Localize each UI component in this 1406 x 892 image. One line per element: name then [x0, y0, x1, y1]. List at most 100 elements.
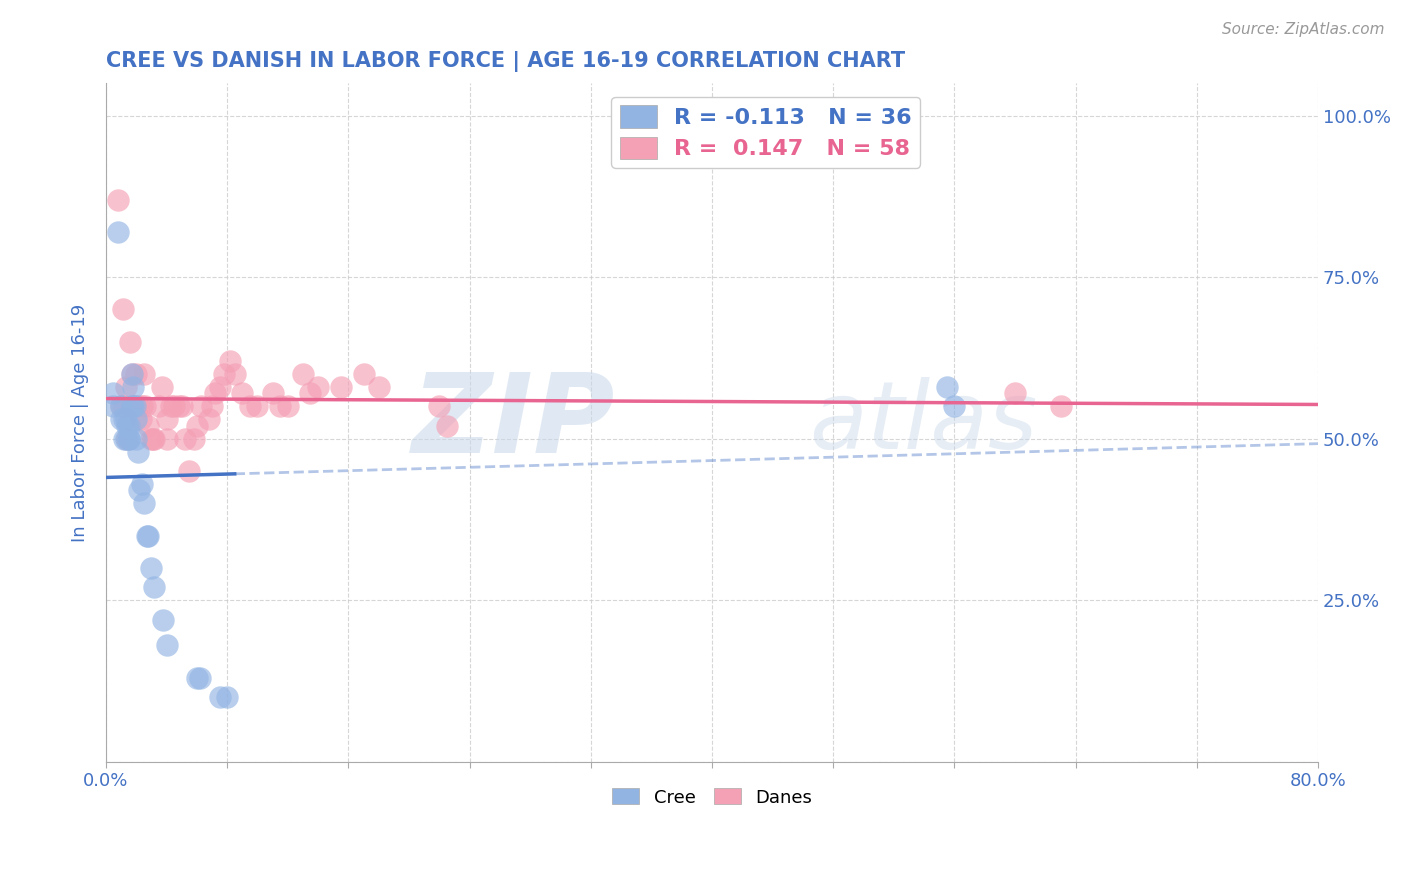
Point — [115, 418, 138, 433]
Point — [367, 380, 389, 394]
Point — [115, 432, 138, 446]
Point — [107, 193, 129, 207]
Point — [138, 418, 160, 433]
Text: atlas: atlas — [808, 377, 1038, 468]
Point — [299, 386, 322, 401]
Point — [112, 412, 135, 426]
Point — [125, 400, 148, 414]
Point — [155, 412, 177, 426]
Point — [262, 386, 284, 401]
Text: ZIP: ZIP — [412, 369, 614, 476]
Point — [117, 418, 139, 433]
Point — [131, 400, 153, 414]
Point — [122, 380, 145, 394]
Point — [122, 400, 145, 414]
Point — [219, 354, 242, 368]
Point — [112, 432, 135, 446]
Point — [107, 225, 129, 239]
Point — [155, 432, 177, 446]
Text: Source: ZipAtlas.com: Source: ZipAtlas.com — [1222, 22, 1385, 37]
Point — [143, 580, 166, 594]
Point — [135, 528, 157, 542]
Point — [121, 400, 143, 414]
Point — [125, 432, 148, 446]
Point — [353, 367, 375, 381]
Point — [122, 400, 145, 414]
Point — [436, 418, 458, 433]
Point — [427, 400, 450, 414]
Point — [167, 400, 190, 414]
Text: CREE VS DANISH IN LABOR FORCE | AGE 16-19 CORRELATION CHART: CREE VS DANISH IN LABOR FORCE | AGE 16-1… — [105, 51, 905, 71]
Point — [128, 483, 150, 498]
Point — [124, 400, 146, 414]
Point — [212, 367, 235, 381]
Point — [112, 400, 135, 414]
Point — [114, 412, 136, 426]
Point — [103, 386, 125, 401]
Point — [128, 400, 150, 414]
Point — [117, 412, 139, 426]
Point — [173, 432, 195, 446]
Point — [117, 432, 139, 446]
Point — [329, 380, 352, 394]
Point — [110, 412, 132, 426]
Point — [125, 412, 148, 426]
Point — [291, 367, 314, 381]
Point — [121, 367, 143, 381]
Point — [201, 400, 224, 414]
Y-axis label: In Labor Force | Age 16-19: In Labor Force | Age 16-19 — [72, 303, 89, 541]
Point — [1004, 386, 1026, 401]
Point — [935, 380, 957, 394]
Point — [125, 367, 148, 381]
Point — [127, 444, 149, 458]
Point — [132, 367, 155, 381]
Point — [142, 432, 165, 446]
Point — [163, 400, 186, 414]
Point — [114, 432, 136, 446]
Point — [186, 671, 208, 685]
Legend: Cree, Danes: Cree, Danes — [605, 781, 820, 814]
Point — [143, 432, 166, 446]
Point — [179, 464, 201, 478]
Point — [186, 418, 208, 433]
Point — [117, 432, 139, 446]
Point — [120, 334, 142, 349]
Point — [155, 639, 177, 653]
Point — [943, 400, 966, 414]
Point — [188, 671, 211, 685]
Point — [246, 400, 269, 414]
Point — [170, 400, 193, 414]
Point — [307, 380, 329, 394]
Point — [141, 561, 163, 575]
Point — [110, 400, 132, 414]
Point — [110, 400, 132, 414]
Point — [217, 690, 239, 705]
Point — [132, 496, 155, 510]
Point — [160, 400, 183, 414]
Point — [138, 528, 160, 542]
Point — [134, 400, 156, 414]
Point — [121, 367, 143, 381]
Point — [122, 400, 145, 414]
Point — [152, 613, 174, 627]
Point — [208, 380, 231, 394]
Point — [111, 302, 134, 317]
Point — [131, 477, 153, 491]
Point — [239, 400, 262, 414]
Point — [103, 400, 125, 414]
Point — [208, 690, 231, 705]
Point — [204, 386, 226, 401]
Point — [231, 386, 253, 401]
Point — [190, 400, 212, 414]
Point — [141, 432, 163, 446]
Point — [183, 432, 205, 446]
Point — [129, 412, 152, 426]
Point — [114, 380, 136, 394]
Point — [150, 380, 173, 394]
Point — [1049, 400, 1071, 414]
Point — [277, 400, 299, 414]
Point — [148, 400, 170, 414]
Point — [269, 400, 291, 414]
Point — [224, 367, 246, 381]
Point — [198, 412, 221, 426]
